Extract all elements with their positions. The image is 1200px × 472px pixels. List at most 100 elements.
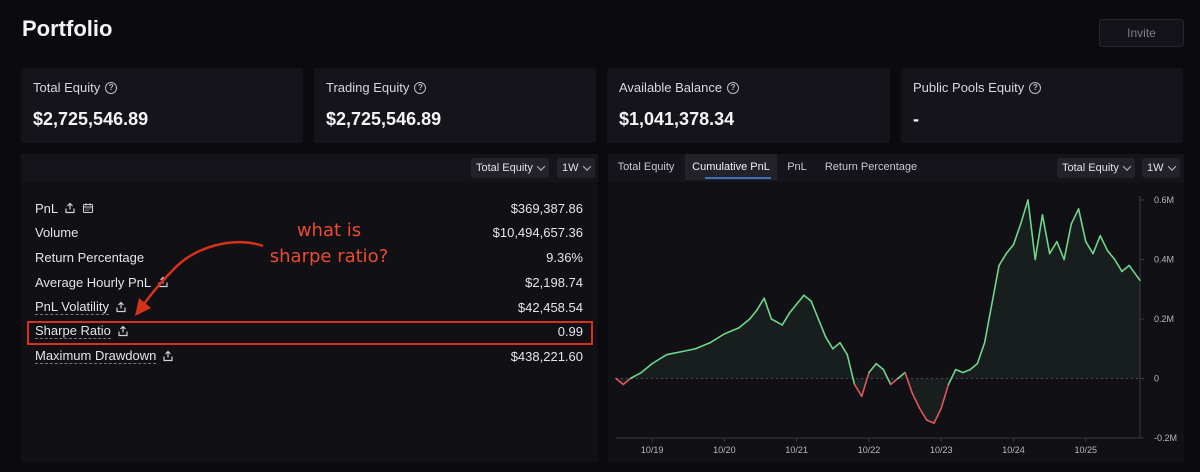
help-icon[interactable]: ? [727,81,740,94]
pnl-line-segment [694,342,711,350]
metric-row-average-hourly-pnl: Average Hourly PnL $2,198.74 [35,272,583,292]
stat-value: $1,041,378.34 [619,109,735,129]
pnl-line-segment [962,368,971,374]
metric-label[interactable]: PnL Volatility [35,299,109,315]
calendar-icon[interactable] [82,202,94,214]
chart-period-select[interactable]: 1W [1142,158,1180,178]
pnl-line-segment [839,342,849,356]
pnl-line-segment [846,353,856,386]
metric-label-wrap: Maximum Drawdown [35,348,174,364]
stat-value: $2,725,546.89 [33,109,149,129]
annotation-arrow-icon [135,240,264,316]
invite-button[interactable]: Invite [1099,19,1184,47]
tab-return-percentage[interactable]: Return Percentage [824,161,918,173]
pnl-line-segment [651,353,668,365]
pnl-line-segment [860,371,870,398]
pnl-line-segment [738,318,751,329]
pnl-line-segment [640,362,653,374]
pnl-line-segment [781,312,791,326]
share-icon[interactable] [64,202,76,214]
pnl-line-segment [680,347,697,353]
chart-metric-select[interactable]: Total Equity [1057,158,1135,178]
metric-select-label: Total Equity [476,162,533,174]
pnl-line-segment [925,419,935,424]
stat-card-available-balance: Available Balance ? $1,041,378.34 [607,68,890,143]
pnl-line-segment [853,383,863,398]
pnl-line-segment [1034,214,1044,261]
pnl-line-segment [1056,240,1065,261]
pnl-line-segment [832,342,841,350]
stat-card-trading-equity: Trading Equity ? $2,725,546.89 [314,68,596,143]
cumulative-pnl-chart: 0.6M 0.4M 0.2M 0 -0.2M 10/19 10/20 10/21 10/22 10… [615,195,1177,455]
pnl-line-segment [904,371,914,395]
chart-period-select-label: 1W [1147,162,1164,174]
help-icon[interactable]: ? [414,81,427,94]
metric-row-sharpe-ratio: Sharpe Ratio 0.99 [35,321,583,341]
x-tick-label: 10/25 [1075,445,1098,455]
pnl-line-segment [969,362,979,371]
pnl-line-segment [803,294,812,302]
pnl-line-segment [795,294,805,305]
pnl-line-segment [1041,214,1051,255]
metric-label-wrap: Return Percentage [35,250,144,265]
pnl-line-segment [875,362,885,371]
chevron-down-icon [1167,162,1176,171]
pnl-line-segment [629,371,643,380]
pnl-line-segment [1070,208,1080,225]
metric-label: PnL [35,200,59,216]
metric-label-wrap: Sharpe Ratio [35,323,129,339]
pnl-line-segment [763,297,773,320]
stat-label-wrap: Trading Equity ? [326,80,427,95]
stat-value: - [913,109,919,129]
metric-row-volume: Volume $10,494,657.36 [35,222,583,242]
chevron-down-icon [536,162,546,171]
share-icon[interactable] [117,325,129,337]
pnl-line-segment [1092,234,1102,255]
metric-select[interactable]: Total Equity [471,158,549,178]
share-icon[interactable] [162,350,174,362]
pnl-line-segment [1106,249,1116,261]
pnl-line-segment [748,309,758,320]
stat-label: Trading Equity [326,80,410,95]
help-icon[interactable]: ? [105,81,118,94]
share-icon[interactable] [115,301,127,313]
metric-value: $438,221.60 [510,348,583,364]
y-tick-label: 0.6M [1154,195,1174,205]
pnl-line-segment [911,392,921,410]
pnl-line-segment [615,377,625,386]
pnl-line-segment [1128,264,1141,282]
pnl-area [616,200,1140,424]
x-tick-label: 10/24 [1002,445,1025,455]
pnl-line-segment [1005,243,1015,255]
metric-label[interactable]: Maximum Drawdown [35,348,157,364]
period-select[interactable]: 1W [557,158,595,178]
pnl-line-segment [1019,199,1029,225]
x-tick-label: 10/20 [713,445,736,455]
metric-label-wrap: Volume [35,225,78,240]
metric-value: $2,198.74 [525,274,583,290]
metric-label-wrap: PnL Volatility [35,299,127,315]
pnl-line-segment [709,333,726,344]
pnl-line-segment [991,264,1000,305]
help-icon[interactable]: ? [1029,81,1042,94]
metric-label: Average Hourly PnL [35,274,152,290]
pnl-line-segment [918,407,928,421]
pnl-line-segment [954,368,964,374]
metric-row-maximum-drawdown: Maximum Drawdown $438,221.60 [35,346,583,366]
pnl-line-segment [1048,240,1058,255]
tab-cumulative-pnl[interactable]: Cumulative PnL [685,154,777,180]
stat-label: Available Balance [619,80,723,95]
tab-total-equity[interactable]: Total Equity [617,161,675,173]
stat-card-public-pools-equity: Public Pools Equity ? - [901,68,1183,143]
pnl-line-segment [889,377,899,386]
pnl-line-segment [976,342,986,365]
pnl-line-segment [756,297,765,311]
chevron-down-icon [582,162,591,171]
pnl-line-segment [1121,264,1130,273]
metric-value: 9.36% [546,249,583,265]
page-title: Portfolio [22,16,113,41]
pnl-line-segment [1027,199,1037,261]
metric-label[interactable]: Sharpe Ratio [35,323,111,339]
tab-pnl[interactable]: PnL [787,161,807,173]
pnl-line-segment [723,327,740,335]
